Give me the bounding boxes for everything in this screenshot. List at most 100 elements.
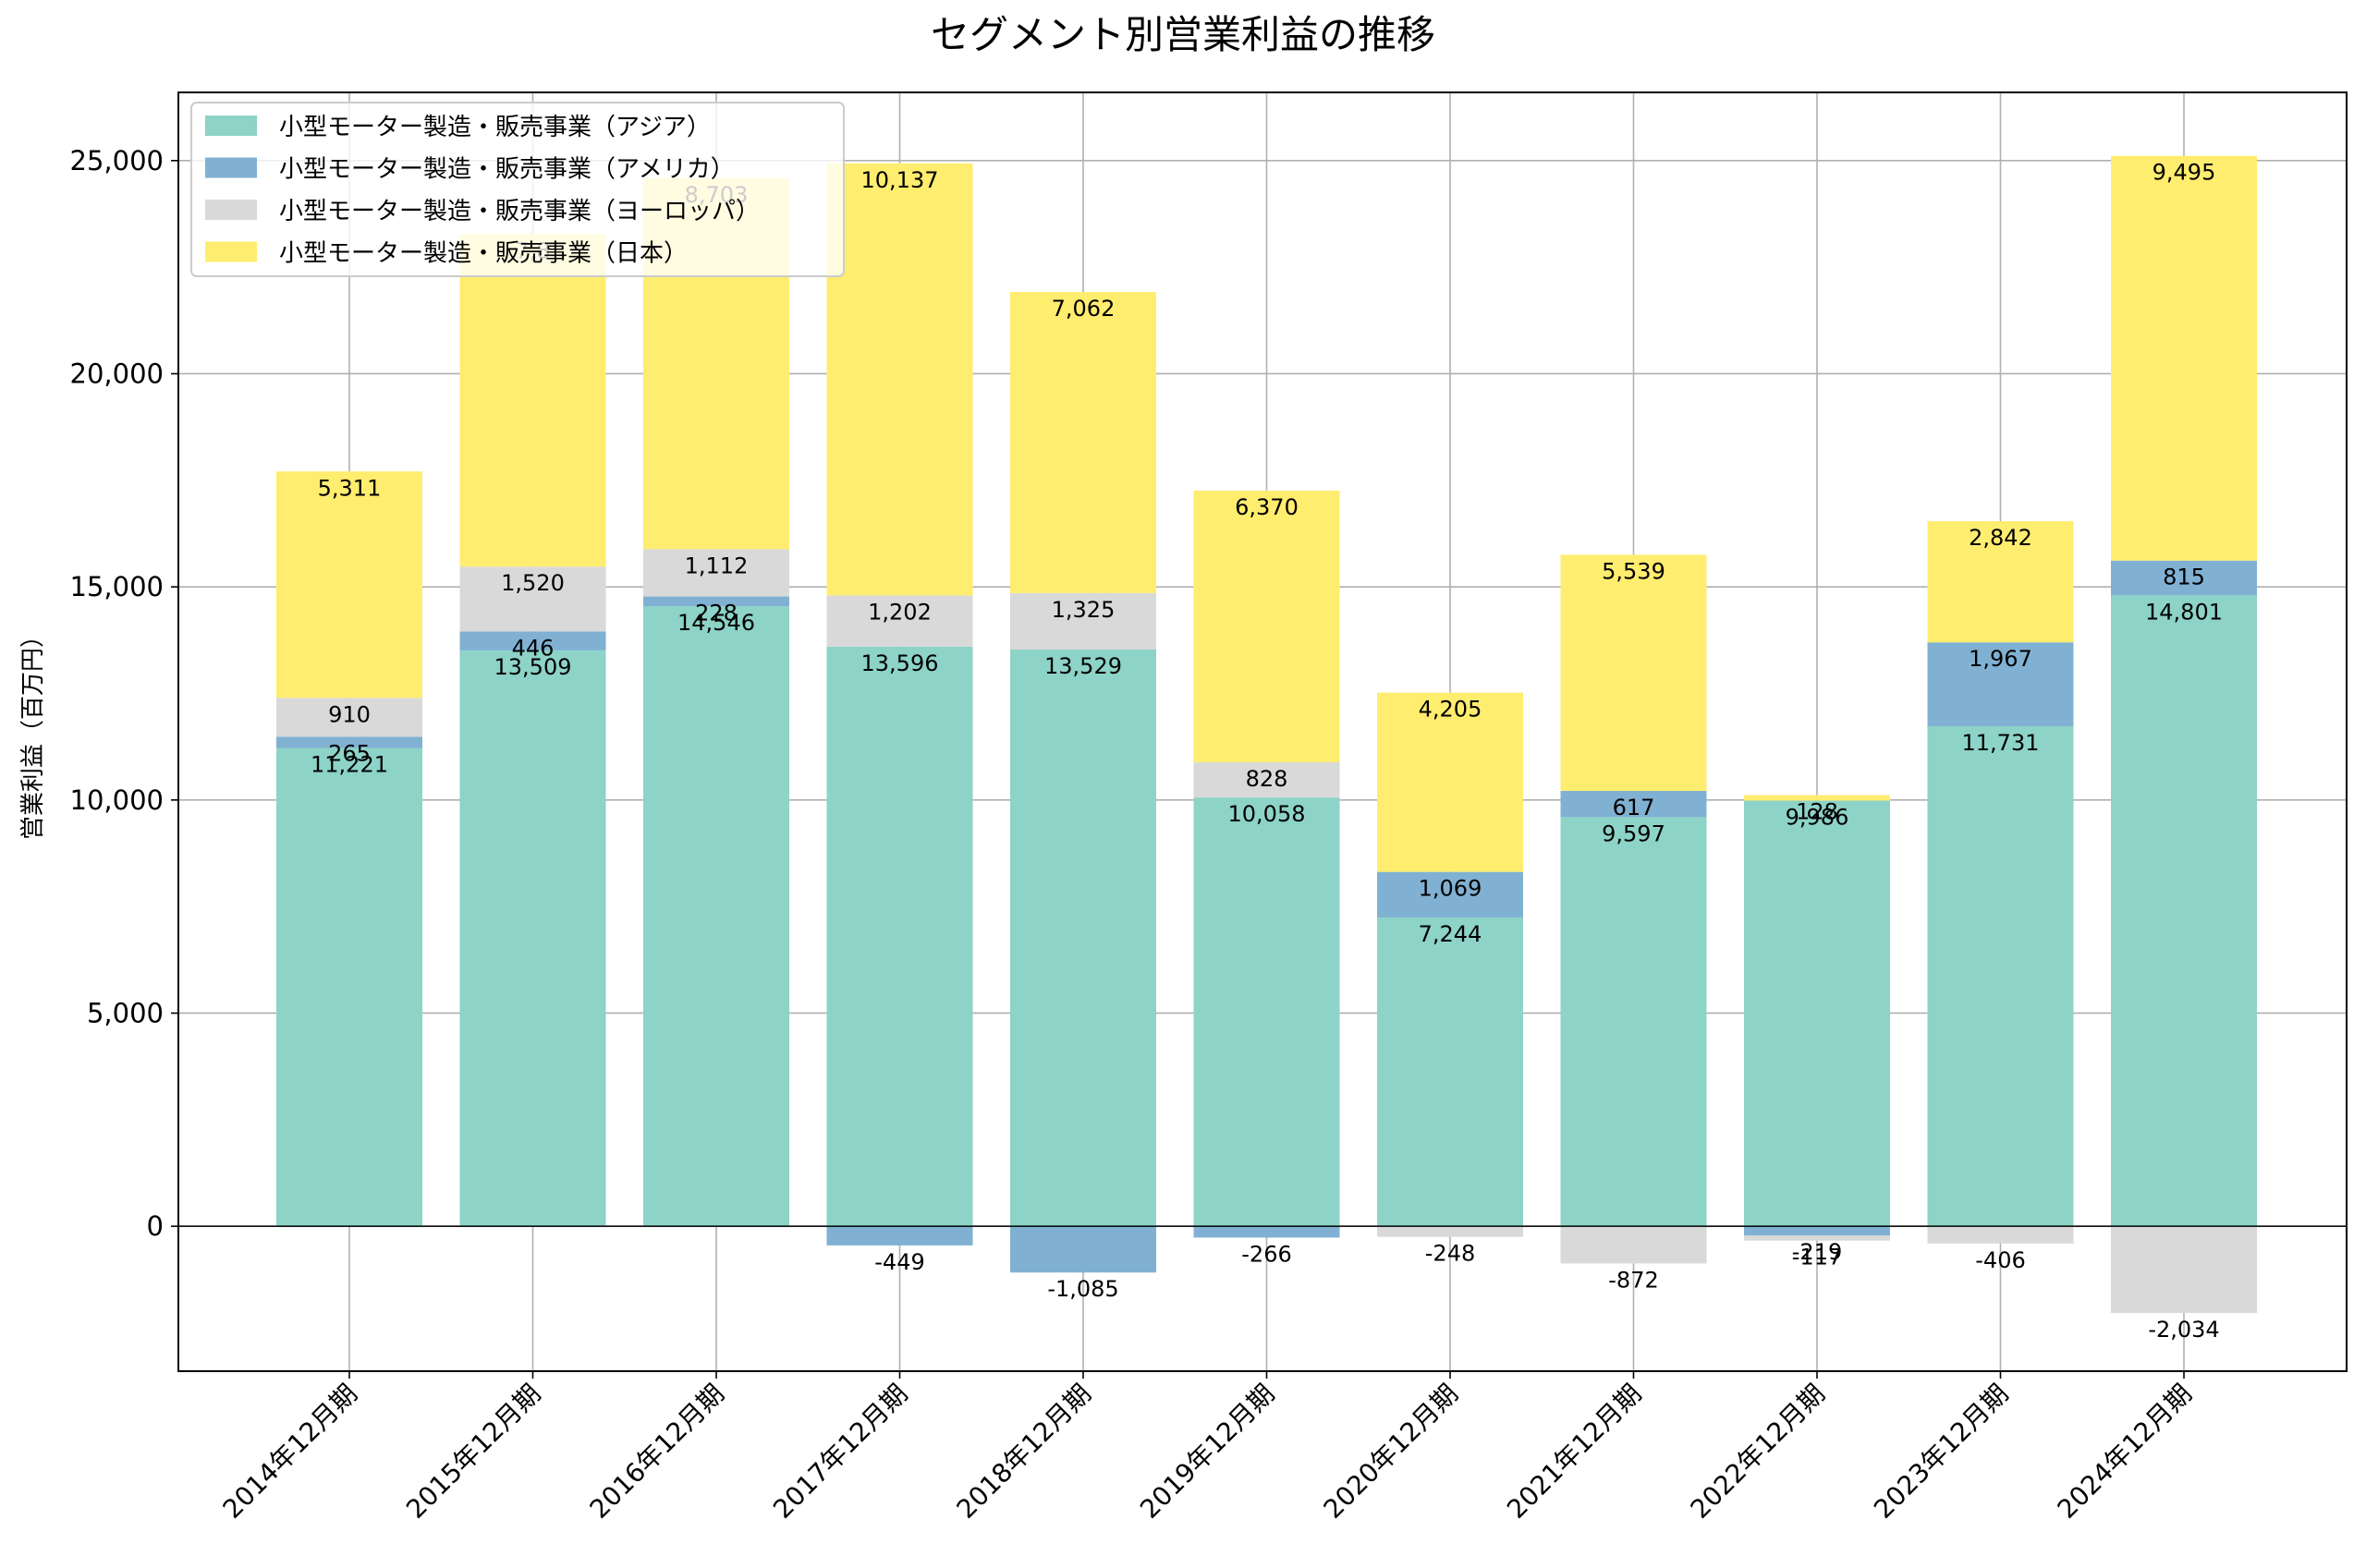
data-label: 14,801	[2145, 599, 2223, 625]
legend-box	[190, 102, 845, 277]
data-label: 1,520	[501, 570, 565, 596]
data-label: -1,085	[1047, 1276, 1118, 1302]
data-label: 7,244	[1419, 921, 1482, 947]
x-tick-label: 2018年12月期	[951, 1379, 1097, 1525]
y-tick-label: 5,000	[87, 997, 164, 1028]
bar-segment	[1193, 491, 1340, 762]
bars	[276, 155, 2257, 1313]
x-tick-label: 2017年12月期	[767, 1379, 913, 1525]
bar-segment	[276, 698, 422, 737]
bar-segment	[643, 606, 789, 1227]
data-label: 9,597	[1602, 820, 1665, 846]
data-label: 13,596	[861, 650, 939, 676]
data-label: 11,731	[1962, 730, 2040, 756]
bar-segment	[1744, 795, 1890, 801]
y-tick-label: 15,000	[70, 571, 164, 602]
bar-segment	[1193, 761, 1340, 798]
data-label: -406	[1975, 1247, 2025, 1273]
bar-segment	[1560, 817, 1707, 1227]
legend-label: 小型モーター製造・販売事業（日本）	[279, 240, 688, 268]
bar-segment	[276, 748, 422, 1227]
data-label: -2,034	[2148, 1317, 2219, 1343]
x-tick-label: 2024年12月期	[2052, 1379, 2198, 1525]
legend-swatch	[205, 241, 257, 262]
data-label: 1,112	[685, 553, 749, 578]
data-label: -117	[1792, 1245, 1842, 1270]
data-label: -449	[874, 1249, 924, 1275]
bar-segment	[1927, 521, 2074, 643]
y-tick-label: 25,000	[70, 145, 164, 176]
legend-swatch	[205, 115, 257, 136]
data-label: -266	[1241, 1241, 1291, 1267]
bar-segment	[1927, 725, 2074, 1227]
data-label: 815	[2163, 565, 2205, 590]
y-tick-label: 10,000	[70, 784, 164, 816]
bar-segment	[826, 646, 973, 1227]
bar-segment	[459, 650, 606, 1227]
legend-swatch	[205, 157, 257, 178]
legend-swatch	[205, 200, 257, 220]
data-label: 617	[1613, 795, 1655, 820]
data-label: 7,062	[1052, 296, 1116, 322]
data-label: 14,546	[677, 610, 755, 636]
data-label: 4,205	[1419, 697, 1482, 723]
bar-segment	[1744, 1226, 1890, 1236]
bar-segment	[1927, 642, 2074, 726]
data-label: -219	[1792, 1239, 1842, 1265]
bar-segment	[826, 1226, 973, 1246]
bar-segment	[1010, 592, 1156, 650]
legend-label: 小型モーター製造・販売事業（アメリカ）	[279, 156, 735, 184]
data-labels: 11,221 13,509 14,546 13,596 13,529 10,058 7,24…	[311, 160, 2223, 1343]
bar-segment	[1193, 797, 1340, 1227]
bar-segment	[2111, 1226, 2257, 1313]
data-label: 228	[695, 601, 738, 626]
bar-segment	[459, 566, 606, 632]
data-label: 13,509	[494, 654, 572, 680]
bar-segment	[1193, 1226, 1340, 1238]
data-label: 910	[328, 701, 371, 727]
data-label: 10,058	[1228, 801, 1306, 827]
data-label: 128	[1796, 799, 1838, 825]
bar-segment	[1010, 1226, 1156, 1273]
x-tick-label: 2015年12月期	[400, 1379, 546, 1525]
bar-segment	[1377, 917, 1523, 1227]
bar-segment	[1377, 871, 1523, 918]
y-tick-label: 20,000	[70, 358, 164, 389]
data-label: 11,221	[311, 751, 388, 777]
data-label: 5,539	[1602, 558, 1665, 584]
plot-area: 11,221 13,509 14,546 13,596 13,529 10,058 7,24…	[177, 91, 2348, 1372]
data-label: 10,137	[861, 167, 939, 193]
bar-segment	[1560, 790, 1707, 818]
x-tick-label: 2019年12月期	[1134, 1379, 1280, 1525]
data-label: 1,325	[1052, 597, 1116, 623]
bar-segment	[459, 631, 606, 650]
bar-segment	[276, 471, 422, 699]
data-label: 828	[1246, 766, 1288, 792]
bar-segment	[826, 595, 973, 647]
x-tick-label: 2022年12月期	[1685, 1379, 1831, 1525]
bar-segment	[2111, 155, 2257, 561]
x-tick-label: 2014年12月期	[217, 1379, 363, 1525]
bar-segment	[2111, 595, 2257, 1227]
data-label: 5,311	[318, 475, 382, 501]
x-tick-label: 2020年12月期	[1318, 1379, 1464, 1525]
bar-segment	[643, 596, 789, 607]
bar-segment	[2111, 560, 2257, 596]
data-label: 9,495	[2153, 160, 2216, 186]
x-tick-label: 2016年12月期	[584, 1379, 730, 1525]
data-label: 265	[328, 740, 371, 766]
data-label: 1,967	[1969, 646, 2032, 672]
data-label: -872	[1608, 1267, 1658, 1293]
bar-segment	[1560, 1226, 1707, 1264]
bar-segment	[276, 736, 422, 748]
bar-segment	[1560, 554, 1707, 791]
data-label: 13,529	[1044, 653, 1122, 679]
x-axis-ticks: 2014年12月期 2015年12月期 2016年12月期 2017年12月期 2018…	[217, 1371, 2198, 1525]
bar-segment	[1744, 800, 1890, 1227]
legend-label: 小型モーター製造・販売事業（ヨーロッパ）	[279, 198, 760, 225]
data-label: 6,370	[1235, 494, 1299, 520]
plot-frame	[177, 91, 2348, 1372]
bar-segment	[459, 234, 606, 567]
bar-segment	[826, 163, 973, 596]
